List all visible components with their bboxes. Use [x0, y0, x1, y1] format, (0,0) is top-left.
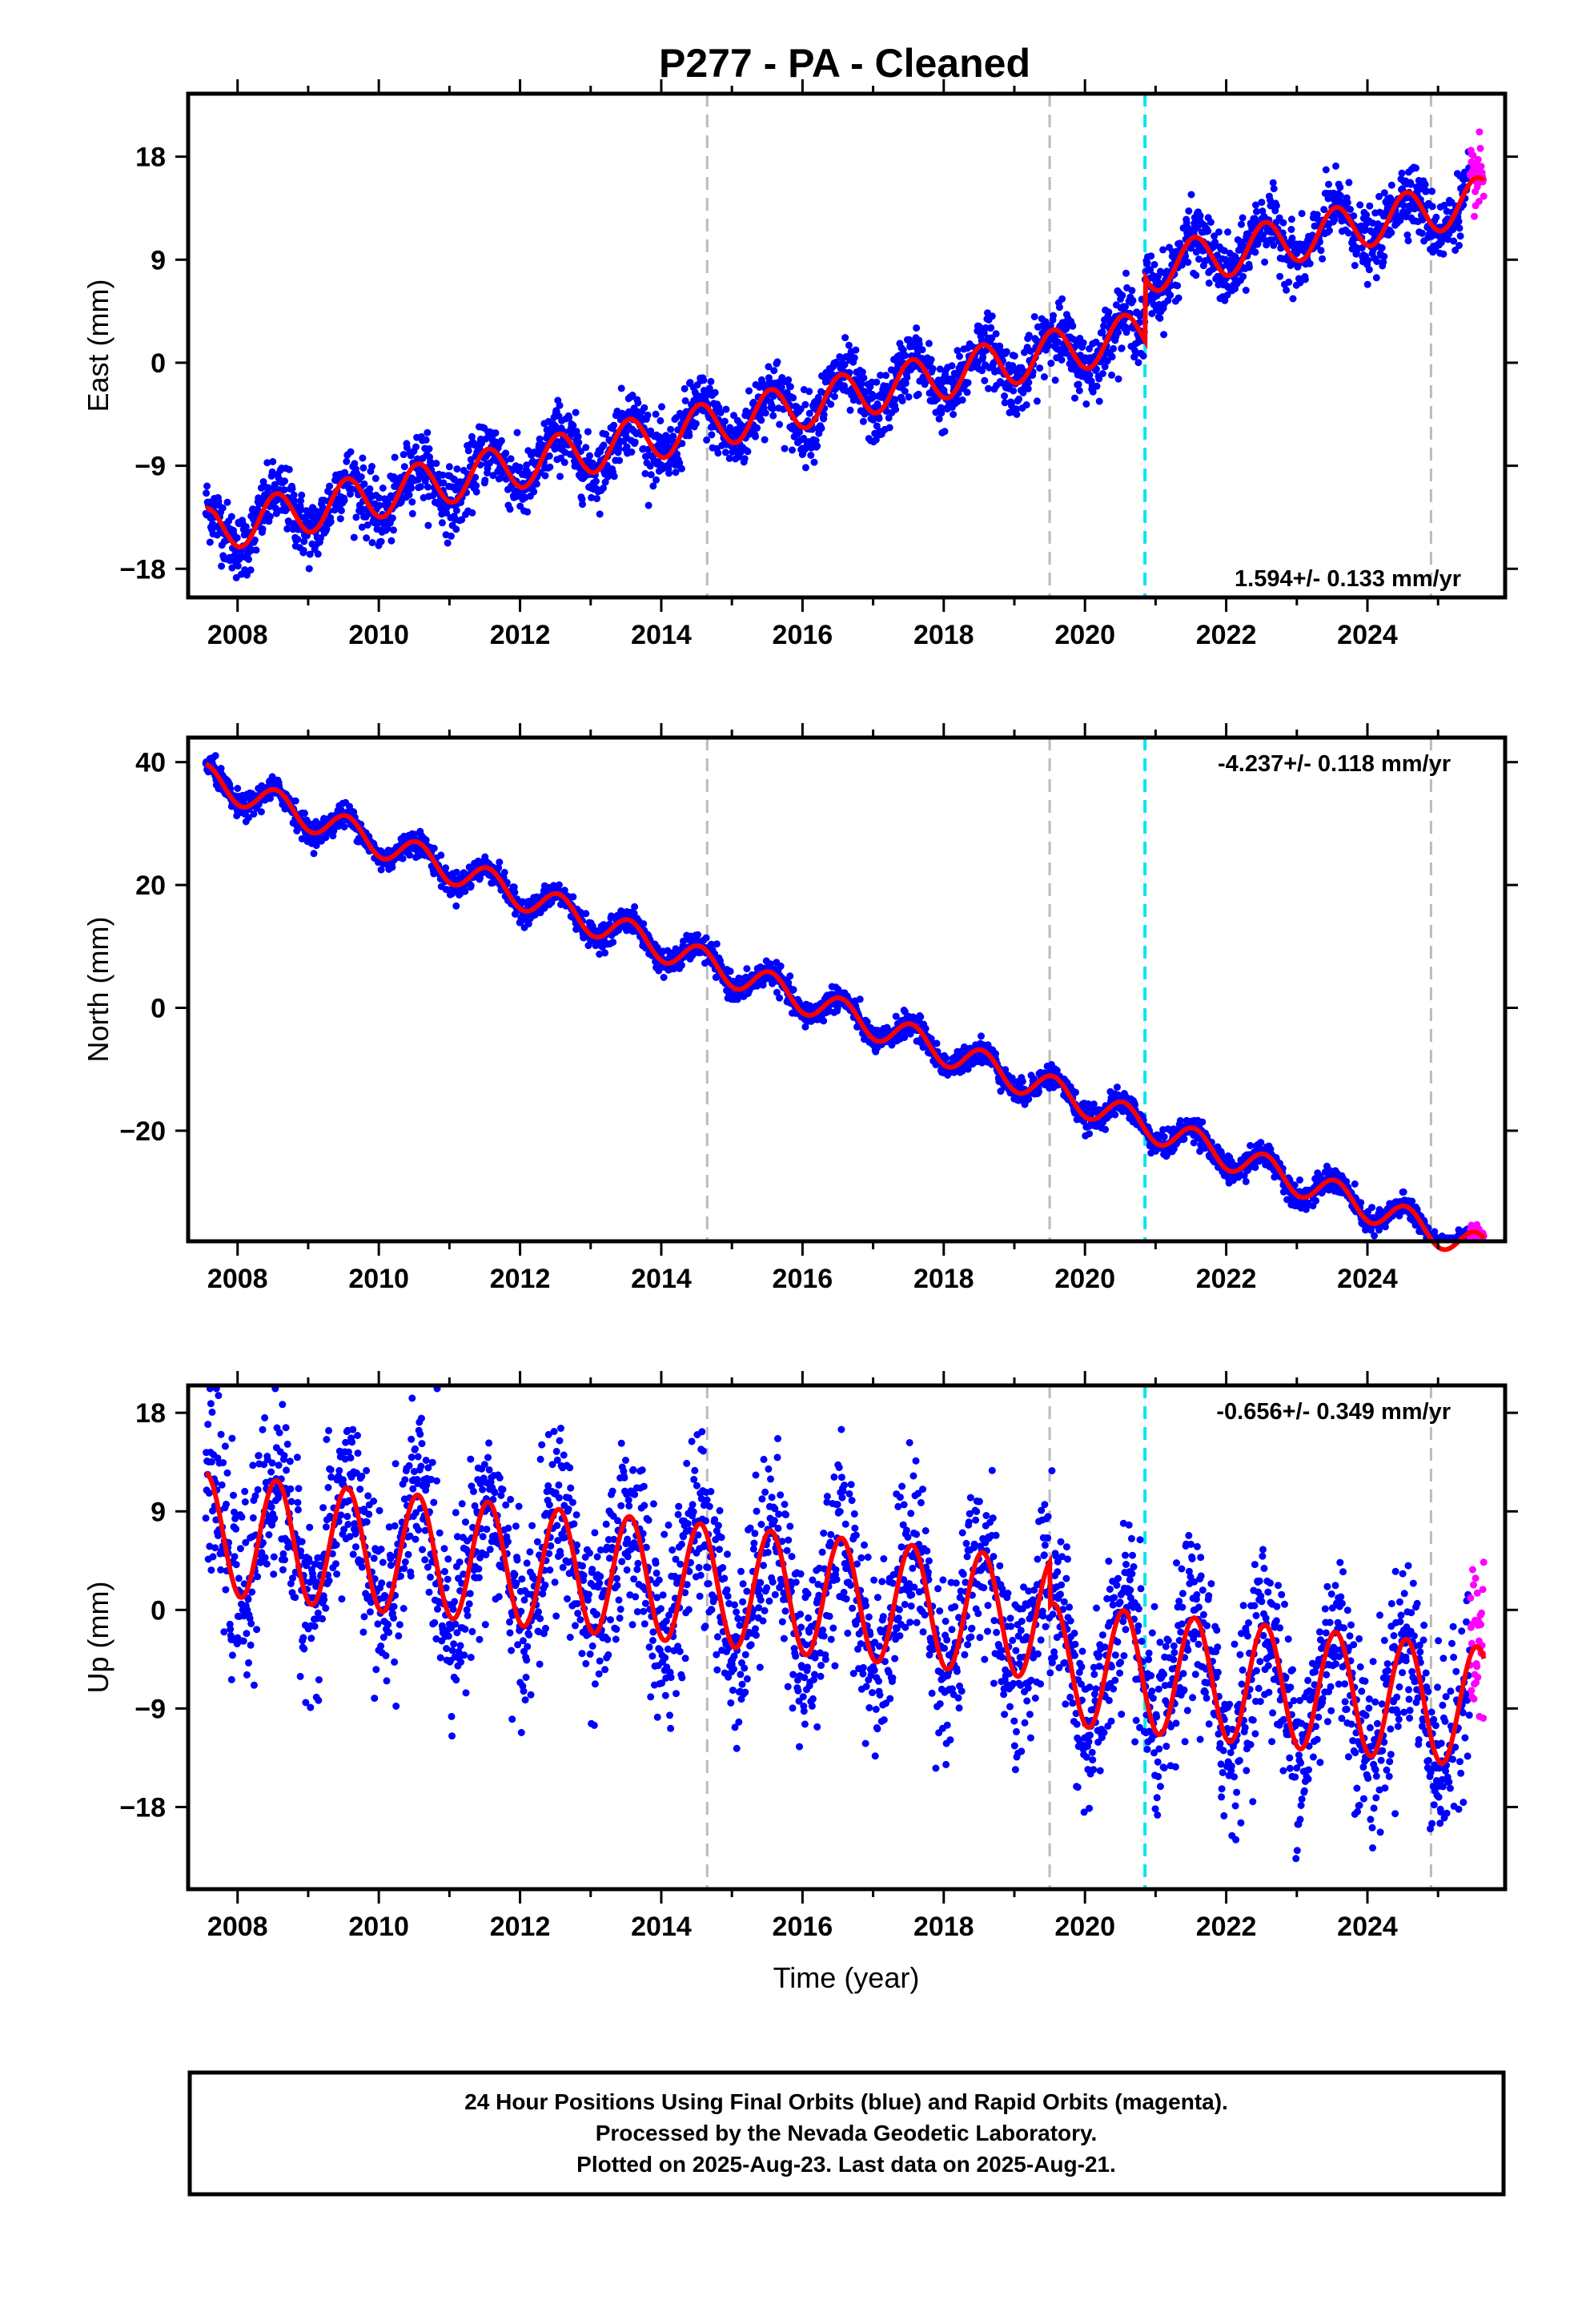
east-x-tick-label: 2020: [1054, 620, 1115, 650]
east-model-curve: [205, 175, 1486, 549]
footer-line-3: Plotted on 2025-Aug-23. Last data on 202…: [576, 2152, 1116, 2177]
north-model-curve: [205, 762, 1486, 1252]
east-y-axis-label: East (mm): [82, 279, 114, 412]
east-final-orbit-points: [202, 148, 1474, 581]
north-y-axis-label: North (mm): [82, 917, 114, 1063]
east-rate-label: 1.594+/- 0.133 mm/yr: [1235, 566, 1461, 592]
east-axis-layer: 2008 2010 2012 2014 2016 2018 2020 2022 2024 −18 −…: [119, 79, 1518, 650]
up-x-tick-label: 2016: [773, 1912, 833, 1942]
up-x-tick-label: 2024: [1337, 1912, 1398, 1942]
up-model-curve: [205, 1470, 1487, 1766]
north-rate-label: -4.237+/- 0.118 mm/yr: [1218, 751, 1451, 777]
east-y-tick-label: −18: [119, 554, 166, 585]
east-data-layer: [202, 94, 1488, 597]
east-x-tick-label: 2022: [1196, 620, 1257, 650]
north-x-tick-label: 2020: [1054, 1264, 1115, 1294]
north-x-tick-label: 2024: [1337, 1264, 1398, 1294]
east-x-tick-label: 2008: [207, 620, 268, 650]
north-y-tick-label: 20: [135, 870, 166, 901]
north-y-tick-label: 0: [151, 994, 166, 1024]
up-x-tick-label: 2008: [207, 1912, 268, 1942]
up-x-tick-label: 2018: [913, 1912, 974, 1942]
up-x-tick-label: 2022: [1196, 1912, 1257, 1942]
up-y-axis-label: Up (mm): [82, 1582, 114, 1694]
east-y-tick-label: 0: [151, 348, 166, 379]
north-x-tick-label: 2016: [773, 1264, 833, 1294]
up-axis-layer: 2008 2010 2012 2014 2016 2018 2020 2022 2024 −18 −…: [119, 1371, 1518, 1942]
east-x-tick-label: 2016: [773, 620, 833, 650]
east-x-tick-label: 2012: [490, 620, 551, 650]
east-x-tick-label: 2018: [913, 620, 974, 650]
up-rate-label: -0.656+/- 0.349 mm/yr: [1216, 1399, 1451, 1425]
north-axis-layer: 2008 2010 2012 2014 2016 2018 2020 2022 2024 −20 0…: [119, 723, 1518, 1294]
chart-title: P277 - PA - Cleaned: [659, 41, 1030, 86]
north-y-tick-label: 40: [135, 748, 166, 778]
north-data-layer: [202, 738, 1488, 1252]
east-y-tick-label: 9: [151, 245, 166, 275]
up-x-tick-label: 2020: [1054, 1912, 1115, 1942]
north-x-tick-label: 2018: [913, 1264, 974, 1294]
up-plot-frame: [186, 1383, 1508, 1892]
up-data-layer: [202, 1385, 1488, 1889]
north-x-tick-label: 2022: [1196, 1264, 1257, 1294]
up-x-tick-label: 2012: [490, 1912, 551, 1942]
up-y-tick-label: 18: [135, 1398, 166, 1429]
east-x-tick-label: 2014: [631, 620, 692, 650]
north-x-tick-label: 2014: [631, 1264, 692, 1294]
east-x-tick-label: 2010: [348, 620, 409, 650]
up-final-orbit-points: [202, 1385, 1474, 1863]
footer-frame: [187, 2070, 1506, 2197]
footer-line-2: Processed by the Nevada Geodetic Laborat…: [596, 2121, 1098, 2145]
footer-line-1: 24 Hour Positions Using Final Orbits (bl…: [464, 2089, 1228, 2114]
north-panel: 2008 2010 2012 2014 2016 2018 2020 2022 2024 −20 0…: [82, 723, 1518, 1294]
east-rapid-orbit-points: [1466, 128, 1488, 220]
north-y-tick-label: −20: [119, 1116, 166, 1147]
north-x-tick-label: 2010: [348, 1264, 409, 1294]
footer-box: 24 Hour Positions Using Final Orbits (bl…: [187, 2070, 1506, 2197]
east-x-tick-label: 2024: [1337, 620, 1398, 650]
up-y-tick-label: −18: [119, 1792, 166, 1823]
up-panel: 2008 2010 2012 2014 2016 2018 2020 2022 2024 −18 −…: [82, 1371, 1518, 1994]
north-plot-frame: [186, 735, 1508, 1244]
north-x-tick-label: 2008: [207, 1264, 268, 1294]
north-x-tick-label: 2012: [490, 1264, 551, 1294]
up-y-tick-label: 0: [151, 1595, 166, 1626]
east-panel: 2008 2010 2012 2014 2016 2018 2020 2022 2024 −18 −…: [82, 79, 1518, 650]
east-y-tick-label: −9: [135, 452, 166, 482]
x-axis-label: Time (year): [773, 1961, 920, 1994]
east-y-tick-label: 18: [135, 143, 166, 173]
up-x-tick-label: 2010: [348, 1912, 409, 1942]
east-plot-frame: [186, 91, 1508, 600]
up-y-tick-label: 9: [151, 1497, 166, 1527]
up-y-tick-label: −9: [135, 1694, 166, 1724]
up-rapid-orbit-points: [1466, 1558, 1488, 1722]
up-x-tick-label: 2014: [631, 1912, 692, 1942]
